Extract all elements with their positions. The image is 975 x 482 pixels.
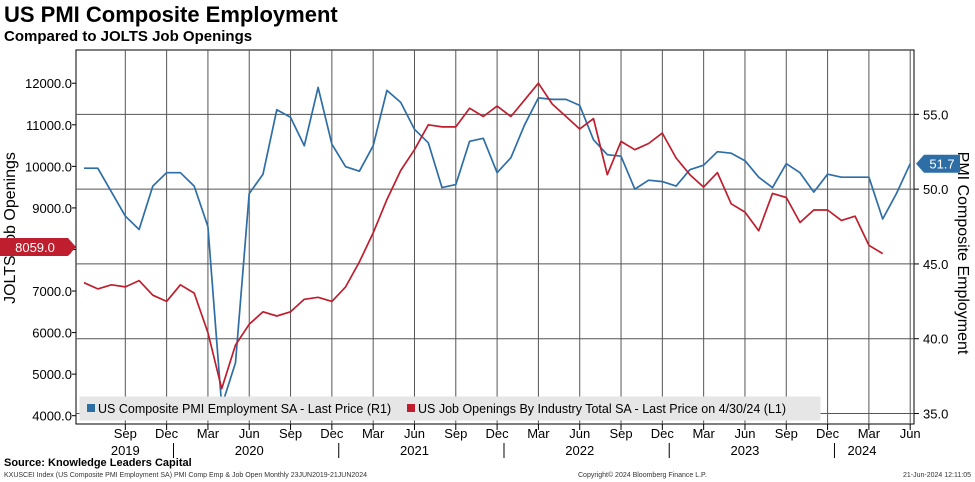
- jolts-last-value-badge: [0, 238, 76, 257]
- x-month-label: Jun: [900, 426, 921, 441]
- x-month-label: Mar: [362, 426, 385, 441]
- x-year-label: 2024: [848, 443, 877, 458]
- x-month-label: Sep: [114, 426, 137, 441]
- left-tick-label: 9000.0: [32, 201, 72, 216]
- legend-label-jolts: US Job Openings By Industry Total SA - L…: [418, 402, 786, 416]
- x-month-label: Jun: [734, 426, 755, 441]
- x-month-label: Mar: [858, 426, 881, 441]
- x-year-label: 2023: [730, 443, 759, 458]
- left-axis-title: JOLTS Job Openings: [2, 152, 19, 304]
- x-month-label: Sep: [609, 426, 632, 441]
- legend-swatch-jolts: [407, 404, 415, 412]
- left-tick-label: 12000.0: [25, 76, 72, 91]
- x-month-label: Dec: [320, 426, 344, 441]
- footer-copyright: Copyright© 2024 Bloomberg Finance L.P.: [578, 472, 707, 479]
- left-tick-label: 4000.0: [32, 409, 72, 424]
- x-month-label: Mar: [197, 426, 220, 441]
- right-tick-label: 35.0: [923, 407, 948, 422]
- jolts-last-value: 8059.0: [15, 240, 55, 255]
- right-tick-label: 55.0: [923, 107, 948, 122]
- right-tick-label: 45.0: [923, 257, 948, 272]
- source-note: Source: Knowledge Leaders Capital: [4, 457, 192, 469]
- x-month-label: Dec: [486, 426, 510, 441]
- pmi-last-value-badge: [916, 154, 960, 173]
- jolts-series-line: [83, 82, 884, 390]
- x-month-label: Jun: [569, 426, 590, 441]
- left-tick-label: 5000.0: [32, 367, 72, 382]
- chart-title: US PMI Composite Employment: [4, 2, 338, 27]
- legend-box: [79, 396, 821, 421]
- legend-label-pmi: US Composite PMI Employment SA - Last Pr…: [98, 402, 391, 416]
- right-tick-label: 50.0: [923, 182, 948, 197]
- chart-subtitle: Compared to JOLTS Job Openings: [4, 28, 253, 45]
- left-tick-label: 10000.0: [25, 159, 72, 174]
- x-month-label: Dec: [816, 426, 840, 441]
- x-month-label: Sep: [279, 426, 302, 441]
- x-year-label: 2022: [565, 443, 594, 458]
- x-month-label: Sep: [775, 426, 798, 441]
- footer-index-note: KXUSCEI Index (US Composite PMI Employme…: [4, 472, 367, 479]
- x-year-label: 2020: [235, 443, 264, 458]
- right-axis-title: PMI Composite Employment: [954, 152, 971, 355]
- x-month-label: Jun: [404, 426, 425, 441]
- pmi-last-value: 51.7: [929, 157, 954, 172]
- left-tick-label: 7000.0: [32, 284, 72, 299]
- x-month-label: Dec: [155, 426, 179, 441]
- footer-timestamp: 21-Jun-2024 12:11:05: [903, 472, 971, 479]
- x-month-label: Mar: [527, 426, 550, 441]
- x-month-label: Mar: [692, 426, 715, 441]
- x-year-label: 2019: [111, 443, 140, 458]
- left-tick-label: 6000.0: [32, 326, 72, 341]
- right-tick-label: 40.0: [923, 332, 948, 347]
- x-month-label: Sep: [444, 426, 467, 441]
- line-chart: 55.0 50.0 45.0 40.0 35.0 12000.0 11000.0 10000.…: [0, 49, 971, 458]
- legend-swatch-pmi: [87, 404, 95, 412]
- x-month-label: Dec: [651, 426, 675, 441]
- x-month-label: Jun: [239, 426, 260, 441]
- plot-area: [75, 49, 915, 425]
- left-tick-label: 11000.0: [26, 118, 72, 133]
- x-year-label: 2021: [400, 443, 429, 458]
